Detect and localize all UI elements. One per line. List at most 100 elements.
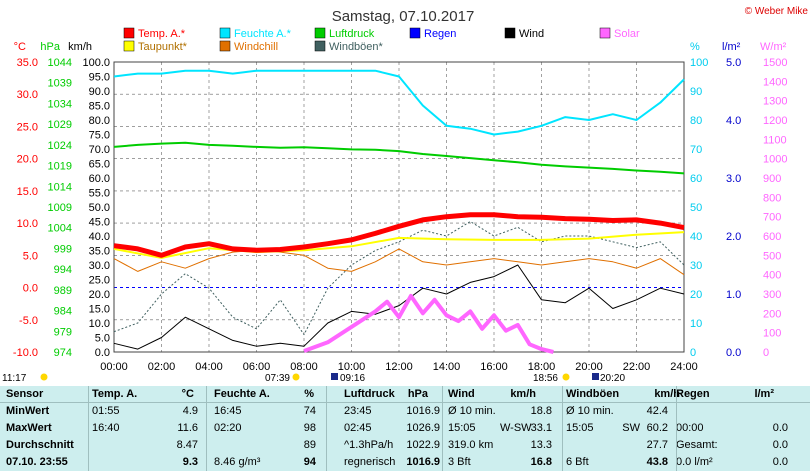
credit-label: © Weber Mike (745, 6, 809, 17)
axis-tick-temp-6: 5.0 (23, 250, 38, 262)
table-cell-1-0: 16:40 (92, 422, 120, 434)
table-vsep-0 (88, 386, 89, 471)
stats-table: Sensor Temp. A. °C Feuchte A.% Luftdruck hPa W… (0, 386, 810, 471)
axis-tick-temp-1: 30.0 (17, 89, 38, 101)
axis-tick-humidity-3: 70 (690, 144, 702, 156)
table-cell-3-4: regnerisch (344, 456, 396, 468)
axis-tick-wind-4: 80.0 (89, 115, 110, 127)
legend-label-wind: Wind (519, 28, 544, 40)
axis-tick-solar-3: 1200 (763, 115, 787, 127)
table-cell-2-11: 27.7 (646, 439, 668, 451)
table-header-6: hPa (407, 388, 428, 400)
moonrise-label: 09:16 (340, 373, 365, 384)
table-header-5: Luftdruck (344, 388, 395, 400)
x-tick-10: 20:00 (575, 361, 603, 373)
axis-tick-solar-0: 1500 (763, 57, 787, 69)
table-cell-3-3: 94 (303, 456, 316, 468)
axis-tick-wind-6: 70.0 (89, 144, 110, 156)
legend-swatch-dewpoint (123, 40, 135, 52)
axis-tick-solar-7: 800 (763, 192, 781, 204)
sunset-label: 18:56 (533, 373, 558, 384)
table-cell-3-5: 1016.9 (406, 456, 440, 468)
series-line-wind (113, 264, 685, 350)
axis-tick-solar-11: 400 (763, 270, 781, 282)
axis-tick-solar-13: 200 (763, 308, 781, 320)
legend-label-dewpoint: Taupunkt* (138, 41, 188, 53)
axis-tick-humidity-10: 0 (690, 347, 696, 359)
axis-tick-temp-7: 0.0 (23, 283, 38, 295)
series-line-pressure (113, 141, 685, 175)
axis-tick-wind-15: 25.0 (89, 275, 110, 287)
table-cell-0-6: Ø 10 min. (448, 405, 496, 417)
table-cell-1-10: SW (622, 422, 640, 434)
table-cell-3-9: 6 Bft (566, 456, 589, 468)
axis-tick-pressure-9: 999 (54, 243, 72, 255)
axis-tick-humidity-5: 50 (690, 202, 702, 214)
axis-tick-solar-9: 600 (763, 231, 781, 243)
x-tick-2: 04:00 (195, 361, 223, 373)
table-cell-1-3: 98 (303, 422, 316, 434)
table-cell-0-4: 23:45 (344, 405, 372, 417)
table-cell-3-12: 0.0 l/m² (676, 456, 713, 468)
legend-label-humidity: Feuchte A.* (234, 28, 292, 40)
series-line-dewpoint (113, 231, 685, 259)
legend-swatch-solar (599, 27, 611, 39)
plot-frame (113, 61, 685, 353)
axis-tick-temp-3: 20.0 (17, 154, 38, 166)
table-cell-0-5: 1016.9 (406, 405, 440, 417)
table-cell-3-8: 16.8 (530, 456, 552, 468)
table-cell-1-6: 15:05 (448, 422, 476, 434)
table-cell-0-3: 74 (303, 405, 316, 417)
legend: Temp. A.* Feuchte A.* Luftdruck Regen Wind So… (123, 27, 640, 53)
table-cell-1-14: 0.0 (772, 422, 788, 434)
table-header-1: Temp. A. (92, 388, 138, 400)
legend-label-pressure: Luftdruck (329, 28, 375, 40)
axis-tick-rain-2: 3.0 (726, 173, 741, 185)
table-cell-3-1: 9.3 (182, 456, 198, 468)
table-cell-1-8: 33.1 (530, 422, 552, 434)
x-tick-6: 12:00 (385, 361, 413, 373)
axis-tick-wind-13: 35.0 (89, 246, 110, 258)
table-cell-2-6: 319.0 km (448, 439, 494, 451)
table-cell-3-11: 43.8 (646, 456, 668, 468)
series-line-temp (113, 212, 685, 258)
axis-tick-solar-8: 700 (763, 212, 781, 224)
table-cell-0-0: 01:55 (92, 405, 120, 417)
table-cell-0-8: 18.8 (530, 405, 552, 417)
current-time-label: 11:17 (2, 373, 27, 384)
x-tick-4: 08:00 (290, 361, 318, 373)
axis-tick-temp-8: -5.0 (19, 315, 38, 327)
axis-tick-temp-2: 25.0 (17, 121, 38, 133)
table-cell-2-14: 0.0 (772, 439, 788, 451)
axis-unit-wind: km/h (68, 41, 92, 53)
axis-tick-wind-3: 85.0 (89, 101, 110, 113)
legend-label-solar: Solar (614, 28, 640, 40)
axis-tick-wind-0: 100.0 (82, 57, 110, 69)
axes: °C 35.0 30.0 25.0 20.0 15.0 10.0 5.0 0.0 -5.0 -10.… (13, 41, 788, 373)
axis-tick-pressure-7: 1009 (48, 202, 72, 214)
markers: 11:17 07:39 09:16 18:56 20:20 (2, 373, 625, 384)
table-cell-1-12: 00:00 (676, 422, 704, 434)
current-sun-icon (40, 373, 48, 381)
table-header-2: °C (181, 388, 194, 400)
axis-tick-temp-0: 35.0 (17, 57, 38, 69)
axis-unit-pressure: hPa (40, 41, 60, 53)
legend-swatch-wind (504, 27, 516, 39)
axis-tick-pressure-1: 1039 (48, 78, 72, 90)
table-vsep-5 (676, 386, 677, 471)
axis-tick-humidity-8: 20 (690, 289, 702, 301)
axis-tick-pressure-6: 1014 (48, 181, 72, 193)
table-cell-0-9: Ø 10 min. (566, 405, 614, 417)
table-header-8: km/h (510, 388, 536, 400)
axis-tick-pressure-13: 979 (54, 326, 72, 338)
axis-tick-solar-15: 0 (763, 347, 769, 359)
table-vsep-3 (442, 386, 443, 471)
axis-tick-solar-1: 1400 (763, 76, 787, 88)
axis-tick-wind-7: 65.0 (89, 159, 110, 171)
series-line-windchill (113, 248, 685, 276)
table-cell-1-2: 02:20 (214, 422, 242, 434)
axis-tick-pressure-11: 989 (54, 285, 72, 297)
axis-unit-temp: °C (14, 41, 26, 53)
axis-tick-temp-5: 10.0 (17, 218, 38, 230)
sunset-icon (562, 373, 570, 381)
